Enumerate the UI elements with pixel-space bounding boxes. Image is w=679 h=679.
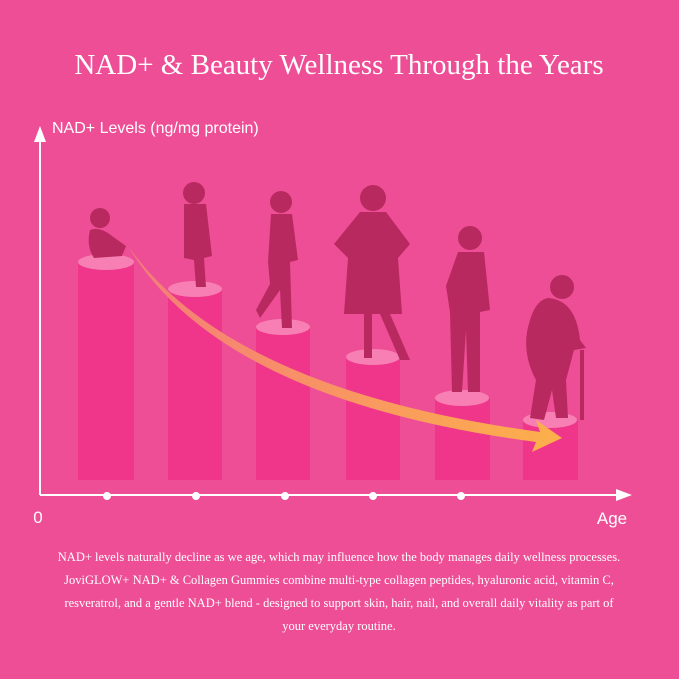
description-line: your everyday routine. <box>282 619 396 633</box>
cylinders <box>78 254 578 480</box>
description: NAD+ levels naturally decline as we age,… <box>58 550 620 633</box>
axes <box>34 126 632 501</box>
origin-label: 0 <box>33 508 42 527</box>
description-line: resveratrol, and a gentle NAD+ blend - d… <box>64 596 614 610</box>
x-axis-label: Age <box>597 509 627 528</box>
silhouettes <box>88 182 586 420</box>
y-axis-label: NAD+ Levels (ng/mg protein) <box>52 120 259 137</box>
title: NAD+ & Beauty Wellness Through the Years <box>74 49 603 81</box>
description-line: JoviGLOW+ NAD+ & Collagen Gummies combin… <box>64 573 614 587</box>
decline-arrow <box>128 246 562 452</box>
description-line: NAD+ levels naturally decline as we age,… <box>58 550 620 564</box>
